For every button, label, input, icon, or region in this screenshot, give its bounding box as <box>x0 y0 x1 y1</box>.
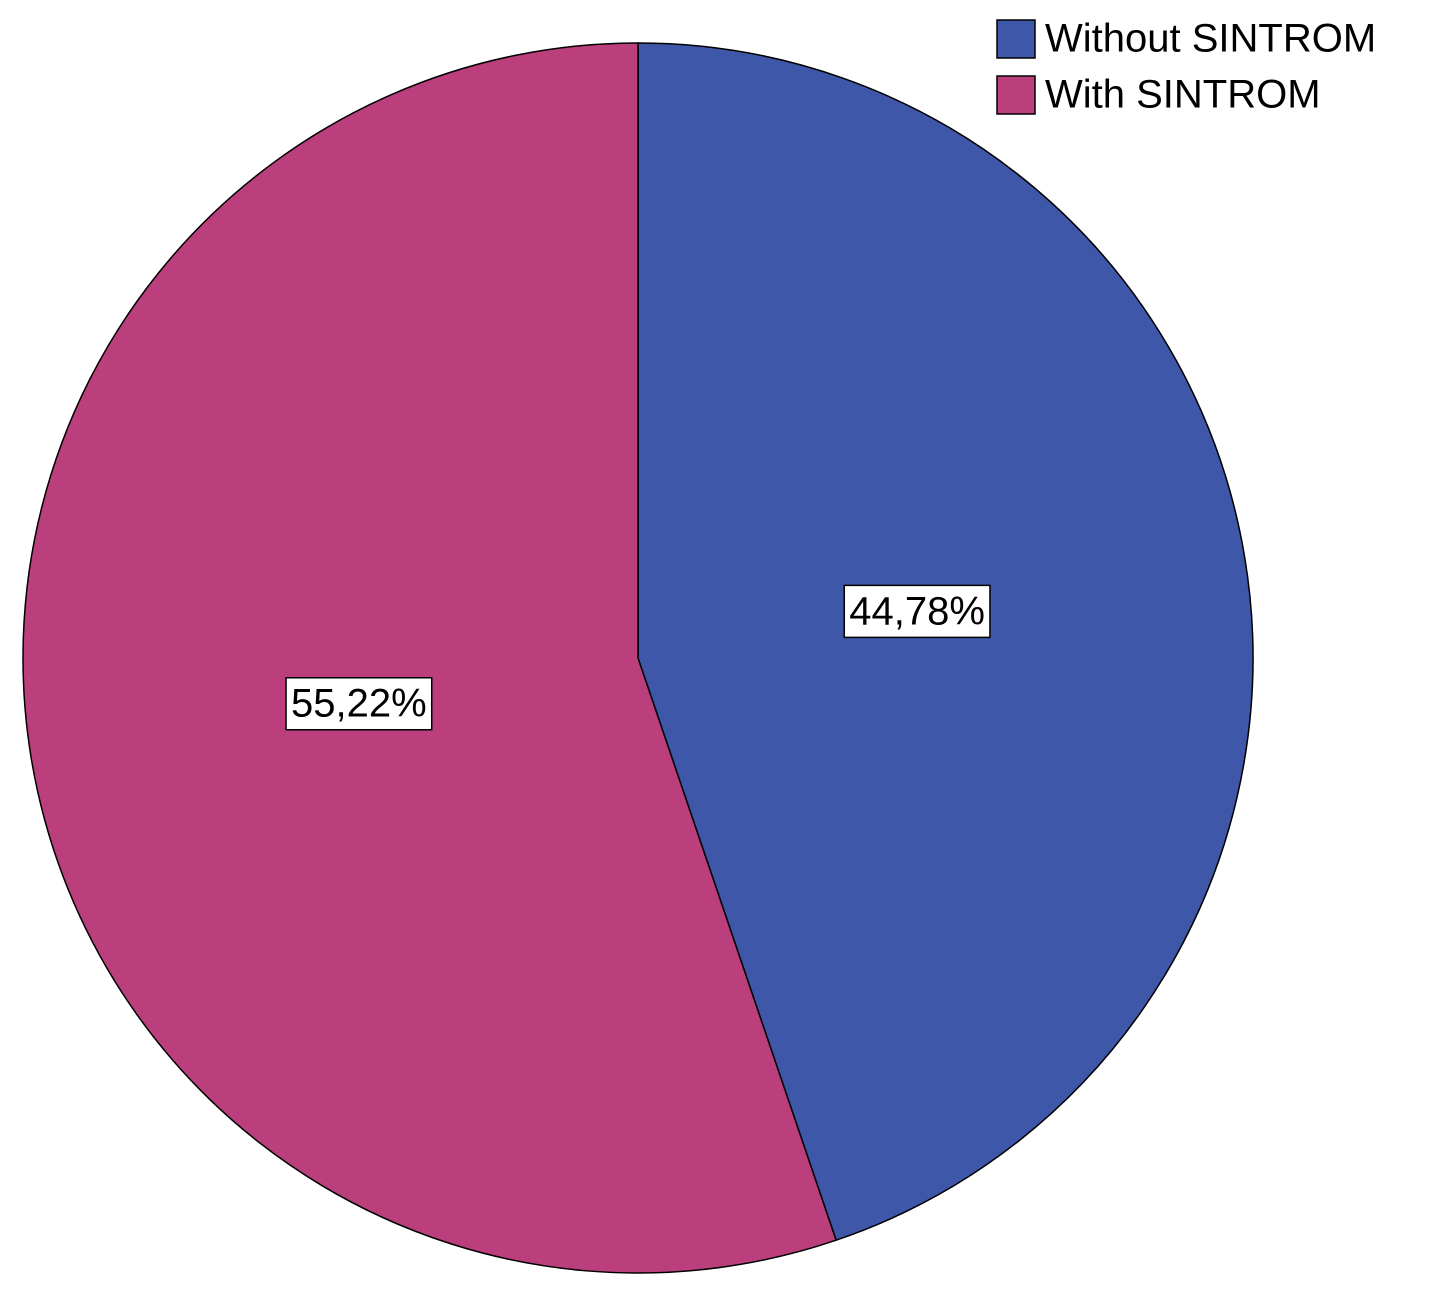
legend-label: With SINTROM <box>1045 73 1321 117</box>
legend-label: Without SINTROM <box>1045 17 1376 61</box>
legend-swatch <box>996 19 1036 59</box>
pie-slice <box>637 42 1254 1242</box>
legend-swatch <box>996 75 1036 115</box>
pie-slice <box>22 42 838 1274</box>
data-label: 55,22% <box>291 682 427 726</box>
data-label-box <box>285 676 433 731</box>
data-label-box <box>843 584 991 639</box>
data-label: 44,78% <box>849 589 985 633</box>
